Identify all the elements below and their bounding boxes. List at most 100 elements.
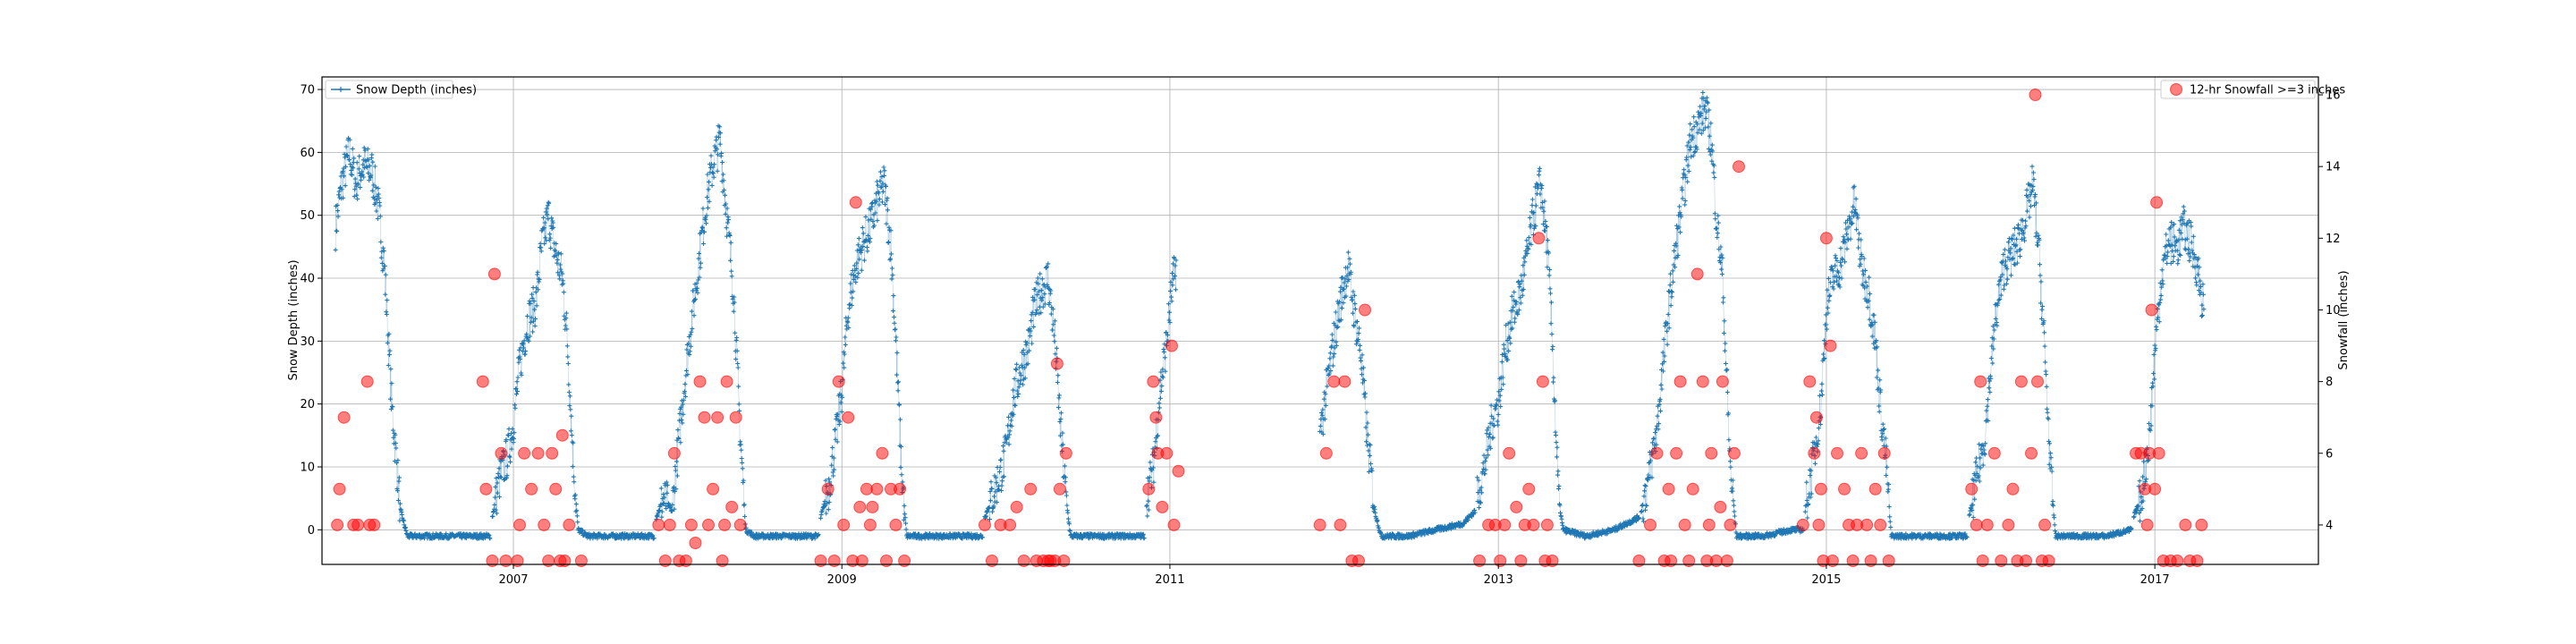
- snowfall-point: [1976, 555, 1989, 567]
- snowfall-point: [716, 555, 729, 567]
- snowfall-point: [1334, 518, 1347, 531]
- legend-depth-box: [325, 80, 453, 99]
- snowfall-point: [1352, 555, 1365, 567]
- snowfall-point: [1662, 482, 1675, 496]
- snowfall-point: [702, 518, 715, 531]
- right-y-tick-label: 4: [2326, 519, 2333, 532]
- snowfall-point: [725, 500, 739, 513]
- snowfall-point: [1974, 375, 1987, 388]
- snowfall-point: [558, 555, 572, 567]
- snowfall-point: [1803, 375, 1817, 388]
- snowfall-point: [337, 411, 351, 424]
- snowfall-point: [333, 482, 346, 496]
- snowfall-point: [1147, 375, 1160, 388]
- right-y-tick-label: 14: [2326, 161, 2341, 174]
- snowfall-point: [1690, 267, 1704, 281]
- snowfall-point: [1877, 446, 1891, 460]
- snow-depth-series: [333, 90, 2207, 541]
- snowfall-point: [1050, 357, 1063, 370]
- snowfall-point: [1720, 555, 1733, 567]
- snowfall-point: [979, 518, 991, 531]
- snowfall-point: [2029, 89, 2042, 101]
- snowfall-point: [574, 555, 588, 567]
- right-y-tick-label: 12: [2326, 233, 2341, 246]
- legend-depth-label: Snow Depth (inches): [356, 84, 477, 97]
- snowfall-point: [2150, 196, 2164, 209]
- snowfall-point: [720, 375, 733, 388]
- snowfall-point: [842, 411, 855, 424]
- snowfall-point: [718, 518, 732, 531]
- legend-snowfall: 12-hr Snowfall >=3 inches: [2160, 80, 2345, 99]
- snowfall-point: [863, 518, 877, 531]
- right-y-axis: 4 6 8 10 12 14 16: [2318, 89, 2341, 532]
- snowfall-point: [476, 375, 489, 388]
- snowfall-point: [837, 518, 851, 531]
- snowfall-point: [563, 518, 576, 531]
- snowfall-point: [2042, 555, 2055, 567]
- snowfall-point: [1313, 518, 1326, 531]
- snowfall-point: [518, 446, 531, 460]
- snowfall-point: [2020, 555, 2032, 567]
- snow-depth-line: [1640, 92, 1803, 539]
- left-y-tick-label: 40: [300, 273, 315, 286]
- snowfall-point: [487, 267, 501, 281]
- snowfall-point: [486, 555, 499, 567]
- snowfall-point: [1536, 375, 1549, 388]
- snowfall-point: [531, 446, 545, 460]
- snowfall-point: [1965, 482, 1979, 496]
- snowfall-point: [1682, 555, 1696, 567]
- left-y-tick-label: 0: [308, 524, 315, 538]
- snowfall-point: [1010, 500, 1023, 513]
- x-tick-label: 2011: [1155, 573, 1184, 587]
- snowfall-point: [658, 555, 672, 567]
- snowfall-point: [2025, 446, 2038, 460]
- snowfall-point: [1724, 518, 1737, 531]
- snowfall-point: [1812, 518, 1826, 531]
- snowfall-point: [1527, 518, 1540, 531]
- snowfall-point: [1650, 446, 1664, 460]
- x-tick-label: 2009: [827, 573, 857, 587]
- snowfall-point: [663, 518, 676, 531]
- snowfall-point: [2006, 482, 2020, 496]
- snowfall-point: [546, 446, 559, 460]
- snowfall-point: [1824, 339, 1837, 352]
- snowfall-point: [876, 446, 889, 460]
- snowfall-point: [1510, 500, 1523, 513]
- snowfall-point: [2145, 303, 2158, 317]
- snowfall-point: [1142, 482, 1156, 496]
- left-y-tick-label: 60: [300, 147, 315, 160]
- snowfall-point: [832, 375, 845, 388]
- snowfall-point: [1670, 446, 1683, 460]
- snowfall-point: [1632, 555, 1646, 567]
- left-y-tick-label: 20: [300, 398, 315, 411]
- snowfall-point: [1796, 518, 1809, 531]
- snowfall-point: [1165, 339, 1178, 352]
- snowfall-point: [693, 375, 707, 388]
- snowfall-point: [707, 482, 720, 496]
- snowfall-point: [880, 555, 893, 567]
- snowfall-point: [684, 518, 698, 531]
- x-tick-label: 2017: [2140, 573, 2170, 587]
- right-axis-title: Snowfall (inches): [2337, 270, 2351, 369]
- snowfall-point: [814, 555, 827, 567]
- snowfall-point: [1167, 518, 1181, 531]
- right-y-tick-label: 8: [2326, 376, 2333, 389]
- snowfall-point: [1053, 482, 1066, 496]
- snowfall-point: [2140, 518, 2154, 531]
- snowfall-point: [827, 555, 841, 567]
- snowfall-point: [1338, 375, 1352, 388]
- snowfall-point: [1860, 518, 1874, 531]
- snowfall-point: [986, 555, 998, 567]
- snowfall-point: [1995, 555, 2008, 567]
- snowfall-point: [2171, 555, 2184, 567]
- snowfall-point: [1665, 555, 1678, 567]
- snowfall-point: [1319, 446, 1333, 460]
- snowfall-point: [1987, 446, 2001, 460]
- snowfall-point: [1057, 555, 1071, 567]
- snowfall-point: [538, 518, 551, 531]
- snowfall-series: [331, 89, 2208, 567]
- snowfall-point: [1494, 555, 1507, 567]
- snowfall-point: [1808, 446, 1821, 460]
- snowfall-point: [513, 518, 526, 531]
